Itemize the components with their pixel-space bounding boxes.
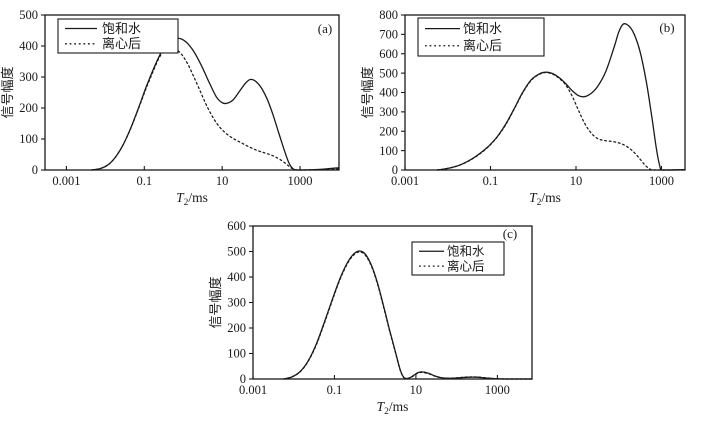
- y-tick-label: 100: [379, 144, 398, 158]
- x-tick-label: 1000: [288, 174, 313, 188]
- y-axis-title: 信号幅度: [0, 66, 15, 118]
- y-axis-title: 信号幅度: [360, 66, 375, 118]
- y-tick-label: 0: [240, 372, 246, 386]
- legend-label: 饱和水: [102, 21, 141, 36]
- y-tick-label: 0: [392, 163, 398, 177]
- series-after-centrifuge-curve: [282, 251, 533, 380]
- y-axis-title: 信号幅度: [208, 276, 223, 328]
- y-tick-label: 400: [379, 86, 398, 100]
- y-tick-label: 100: [227, 347, 246, 361]
- y-tick-label: 300: [19, 70, 38, 84]
- chart-panel-a: 0 100 200 300 400 500 0.001 0.1 10 1000 T2/ms 信号幅度 饱…: [0, 0, 360, 214]
- y-tick-label: 500: [19, 8, 38, 22]
- legend-label: 饱和水: [447, 244, 485, 259]
- series-saturated-water-curve: [91, 37, 340, 171]
- legend-label: 离心后: [447, 258, 485, 273]
- x-tick-label: 1000: [485, 383, 510, 397]
- panel-label: (a): [318, 21, 332, 36]
- y-tick-label: 300: [227, 296, 246, 310]
- x-axis-title: T2/ms: [529, 190, 561, 208]
- chart-panel-c: 0 100 200 300 400 500 600 0.001 0.1 10 1000 T2/ms 信号…: [180, 214, 545, 428]
- legend-box: [411, 241, 505, 276]
- x-tick-label: 0.001: [52, 174, 80, 188]
- x-axis-title: T2/ms: [176, 190, 208, 208]
- panel-label: (b): [659, 20, 674, 35]
- chart-svg-b: 0 100 200 300 400 500 600 700 800 0.001 0.1 10 1000 T…: [360, 8, 686, 208]
- x-tick-label: 0.001: [239, 383, 267, 397]
- y-tick-label: 200: [227, 321, 246, 335]
- y-tick-label: 600: [227, 219, 246, 233]
- legend-box: [417, 17, 545, 57]
- chart-panel-b: 0 100 200 300 400 500 600 700 800 0.001 0.1 10 1000 T…: [360, 0, 725, 214]
- y-tick-label: 200: [19, 101, 38, 115]
- y-tick-label: 0: [32, 163, 38, 177]
- x-tick-label: 0.1: [483, 174, 499, 188]
- x-axis-title: T2/ms: [377, 399, 409, 417]
- series-after-centrifuge-curve: [91, 47, 340, 171]
- y-tick-label: 400: [19, 39, 38, 53]
- y-tick-label: 700: [379, 28, 398, 42]
- panel-label: (c): [503, 226, 517, 241]
- x-tick-label: 0.001: [391, 174, 419, 188]
- legend-label: 离心后: [102, 36, 141, 51]
- plot-frame: [44, 14, 340, 171]
- legend-label: 离心后: [463, 38, 502, 53]
- legend-label: 饱和水: [463, 21, 502, 36]
- series-saturated-water-curve: [436, 23, 686, 171]
- y-tick-label: 500: [379, 66, 398, 80]
- x-tick-label: 1000: [649, 174, 674, 188]
- x-tick-label: 0.1: [136, 174, 152, 188]
- series-after-centrifuge-curve: [436, 71, 686, 171]
- y-tick-label: 600: [379, 47, 398, 61]
- x-tick-label: 10: [216, 174, 229, 188]
- y-tick-label: 200: [379, 124, 398, 138]
- y-tick-label: 800: [379, 8, 398, 22]
- y-tick-label: 300: [379, 105, 398, 119]
- y-tick-label: 400: [227, 270, 246, 284]
- chart-svg-a: 0 100 200 300 400 500 0.001 0.1 10 1000 T2/ms 信号幅度 饱…: [0, 8, 340, 208]
- legend-box: [57, 18, 179, 54]
- x-tick-label: 10: [570, 174, 583, 188]
- x-tick-label: 10: [410, 383, 423, 397]
- y-tick-label: 500: [227, 245, 246, 259]
- chart-svg-c: 0 100 200 300 400 500 600 0.001 0.1 10 1000 T2/ms 信号…: [208, 219, 533, 417]
- x-tick-label: 0.1: [327, 383, 343, 397]
- y-tick-label: 100: [19, 132, 38, 146]
